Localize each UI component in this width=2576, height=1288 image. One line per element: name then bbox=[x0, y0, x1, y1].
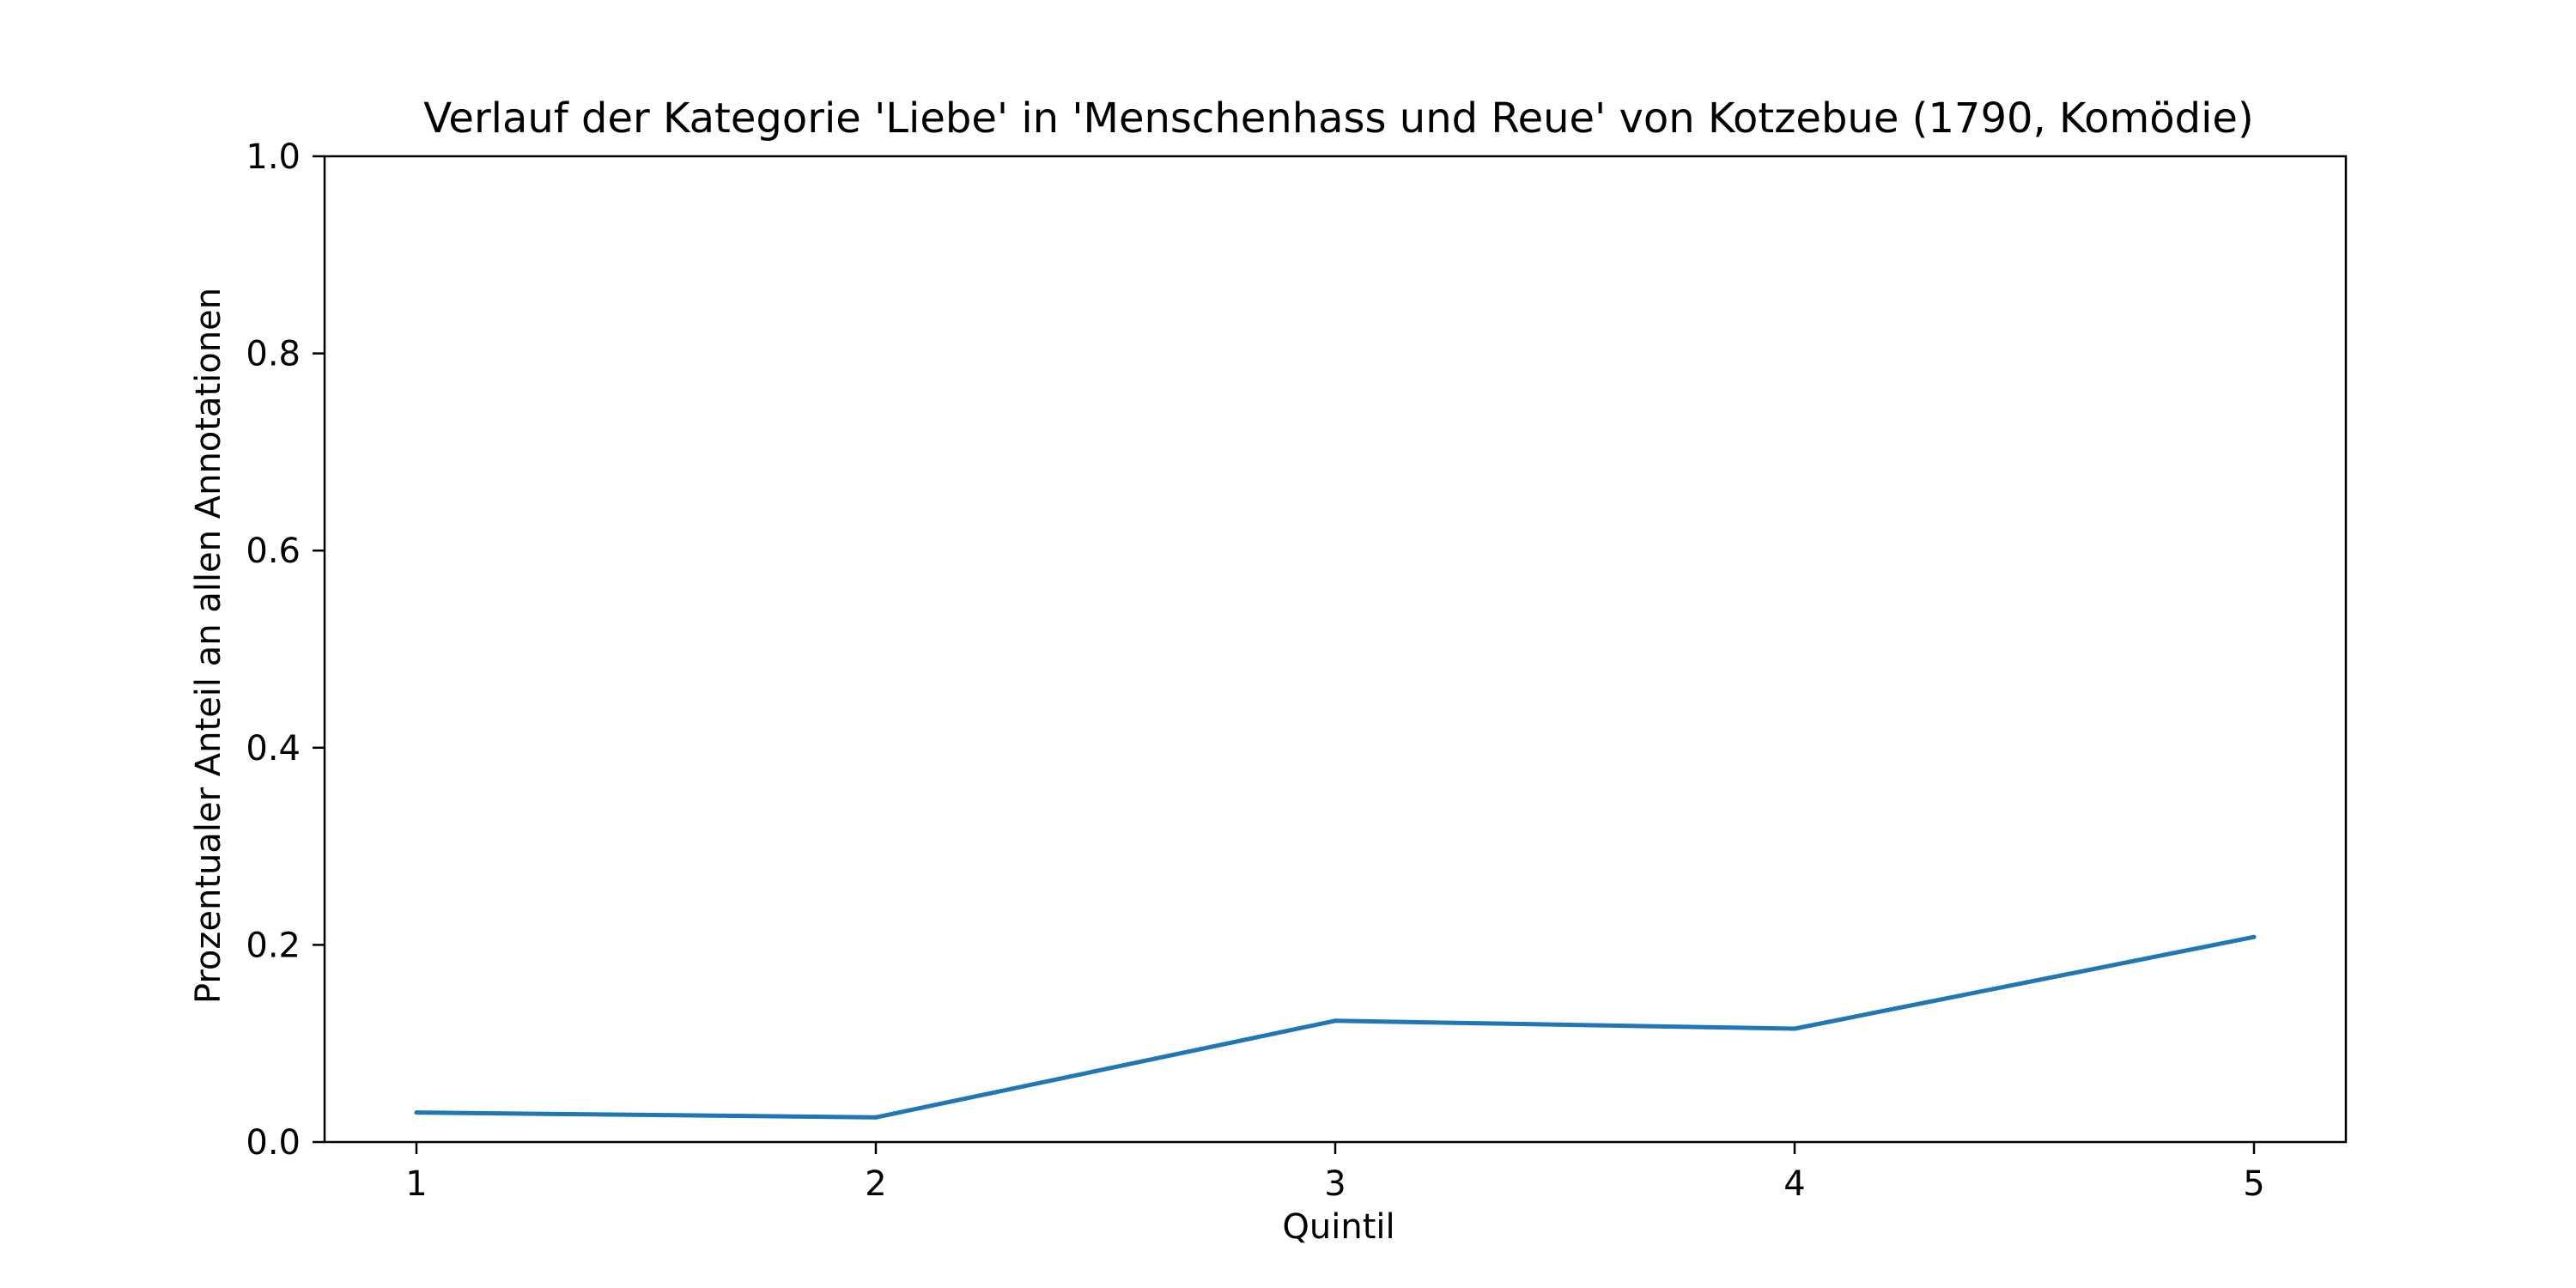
data-point bbox=[1333, 1018, 1338, 1024]
data-point bbox=[873, 1115, 878, 1120]
x-axis: 1 2 3 4 5 bbox=[405, 1142, 2265, 1204]
y-tick-label: 0.2 bbox=[246, 926, 301, 965]
y-axis: 0.0 0.2 0.4 0.6 0.8 1.0 bbox=[246, 137, 325, 1163]
y-tick-label: 0.0 bbox=[246, 1123, 301, 1163]
data-point bbox=[1792, 1026, 1797, 1031]
y-tick-label: 0.4 bbox=[246, 729, 301, 769]
x-tick-label: 2 bbox=[865, 1164, 886, 1204]
x-tick-label: 5 bbox=[2243, 1164, 2264, 1204]
chart-title: Verlauf der Kategorie 'Liebe' in 'Mensch… bbox=[423, 94, 2253, 143]
y-axis-label: Prozentualer Anteil an allen Annotatione… bbox=[189, 288, 228, 1004]
data-point bbox=[2251, 934, 2257, 939]
y-tick-label: 0.8 bbox=[246, 335, 301, 374]
y-tick-label: 0.6 bbox=[246, 532, 301, 571]
x-tick-label: 1 bbox=[405, 1164, 427, 1204]
x-axis-label: Quintil bbox=[1282, 1207, 1394, 1247]
x-tick-label: 4 bbox=[1783, 1164, 1805, 1204]
y-tick-label: 1.0 bbox=[246, 137, 301, 177]
x-tick-label: 3 bbox=[1324, 1164, 1346, 1204]
data-point bbox=[414, 1110, 419, 1115]
